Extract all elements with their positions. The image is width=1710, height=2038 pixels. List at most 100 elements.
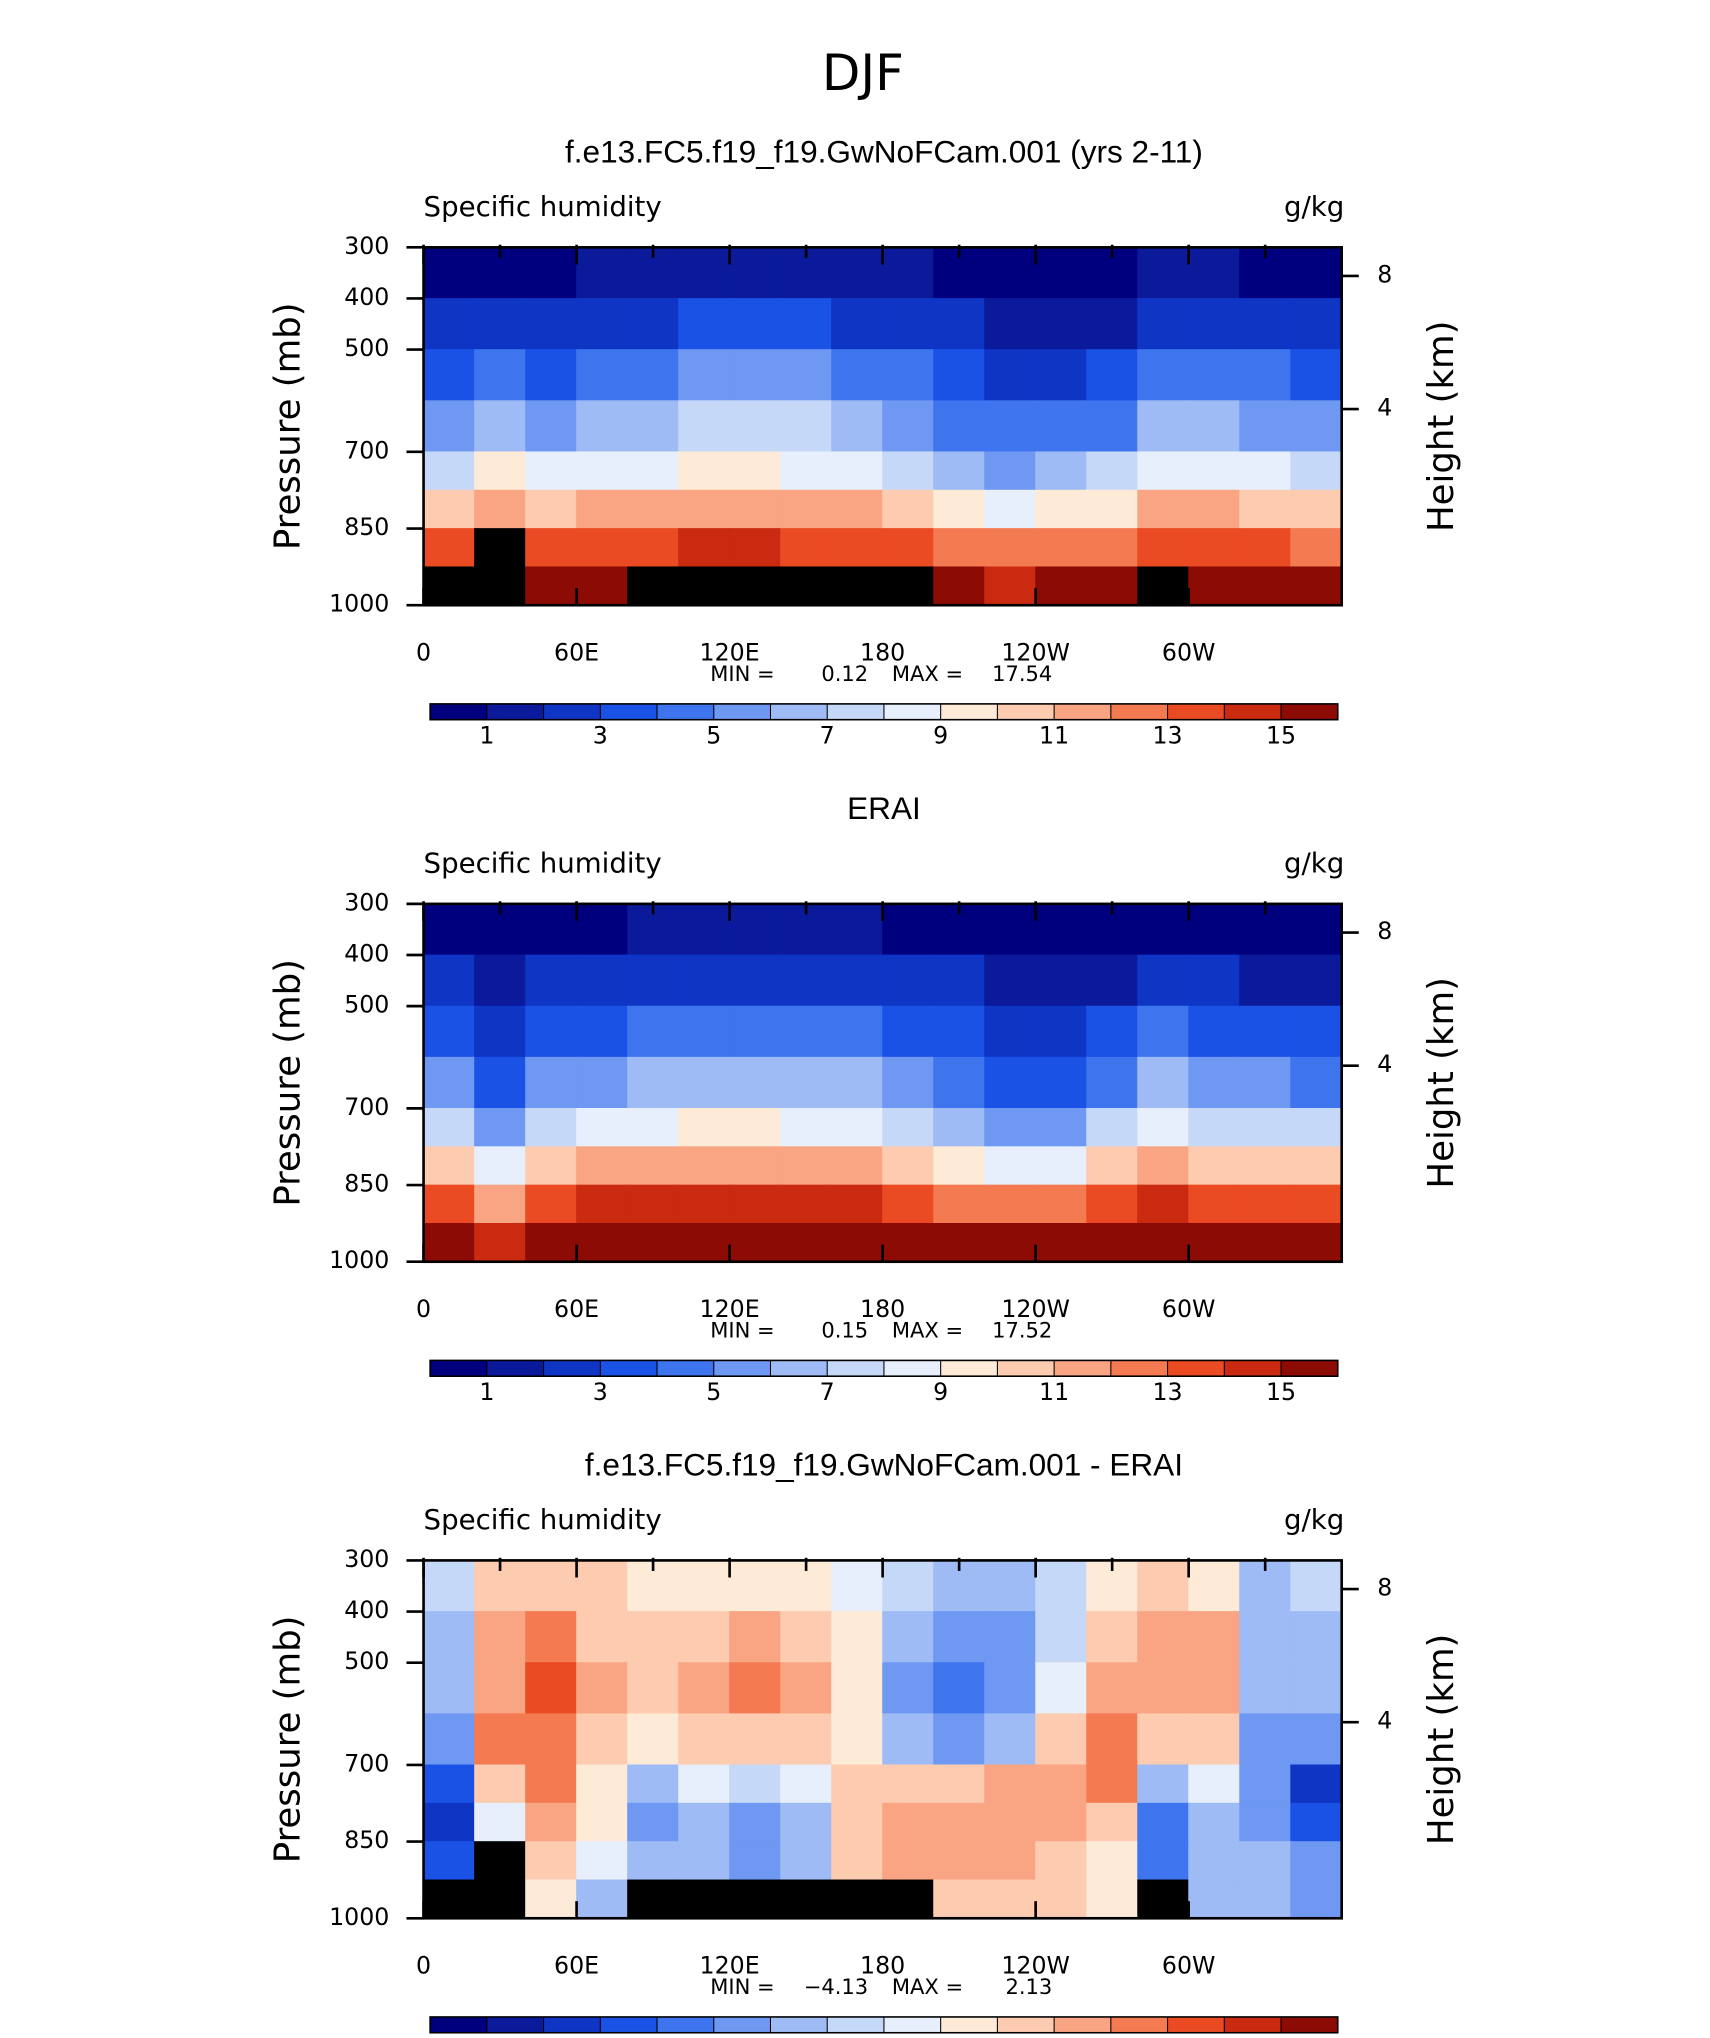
field-cell [1188,1184,1241,1224]
field-cell [423,451,475,491]
field-cell [678,566,730,606]
field-cell [678,489,730,529]
field-cell [1137,1802,1190,1842]
field-cell [780,1146,833,1186]
field-cell [729,1802,782,1842]
field-cell [1290,528,1343,568]
field-cell [1239,1662,1292,1715]
field-cell [1086,1056,1139,1109]
field-cell [423,1879,475,1919]
field-cell [1188,246,1241,299]
field-cell [831,400,884,453]
field-cell [1137,489,1190,529]
x-tick-label: 0 [416,1295,431,1323]
y-tick-label: 850 [344,1170,389,1198]
field-cell [1188,1713,1241,1766]
field-cell [729,528,782,568]
field-cell [627,1662,679,1715]
colorbar-box [1110,2016,1168,2033]
colorbar-box [997,1360,1055,1377]
field-cell [474,566,526,606]
field-cell [474,1184,526,1224]
colorbar-box [600,1360,658,1377]
field-cell [1239,1005,1292,1058]
colorbar-box [600,2016,658,2033]
field-cell [1137,1879,1190,1919]
colorbar-box [430,1360,487,1377]
field-cell [780,1107,833,1148]
field-cell [882,566,935,606]
figure-title: DJF [822,44,904,102]
colorbar-box [486,703,544,720]
colorbar-box [1110,1360,1168,1377]
field-cell [627,528,679,568]
panel-title: ERAI [847,790,921,826]
colorbar-box [486,2016,544,2033]
field-cell [780,1056,833,1109]
field-cell [831,1841,884,1881]
colorbar-label: 11 [1039,721,1069,749]
field-cell [1239,1841,1292,1881]
field-cell [1239,1056,1292,1109]
colorbar-label: 3 [593,721,608,749]
field-cell [1188,1005,1241,1058]
field-cell [729,489,782,529]
field-cell [423,1146,475,1186]
field-cell [933,566,986,606]
field-cell [678,1841,730,1881]
field-cell [933,1107,986,1148]
colorbar-box [997,2016,1055,2033]
field-cell [933,400,986,453]
y-tick-label: 1000 [329,1246,389,1274]
colorbar-label: 15 [1266,1378,1296,1406]
field-cell [678,298,730,350]
field-cell [882,1184,935,1224]
field-cell [423,1662,475,1715]
field-cell [1290,1713,1343,1766]
field-cell [882,528,935,568]
colorbar-label: 7 [820,1378,835,1406]
field-cell [474,298,526,350]
field-cell [1086,1184,1139,1224]
y-tick-label: 400 [344,1596,389,1624]
field-cell [729,1879,782,1919]
y-tick-label: 500 [344,334,389,362]
field-cell [831,1223,884,1263]
field-cell [1137,566,1190,606]
x-tick-label: 120W [1001,1951,1070,1979]
colorbar-label: 0 [876,2034,891,2038]
field-cell [525,246,577,299]
y-axis-label: Pressure (mb) [267,302,308,550]
field-cell [1086,1764,1139,1804]
field-cell [1137,1662,1190,1715]
field-cell [831,528,884,568]
field-cell [984,246,1037,299]
field-cell [1290,489,1343,529]
field-cell [729,1662,782,1715]
field-cell [984,566,1037,606]
colorbar-box [770,2016,828,2033]
field-cell [1035,1056,1088,1109]
field-cell [423,400,475,453]
field-cell [831,1107,884,1148]
field-cell [831,451,884,491]
field-cell [576,1802,628,1842]
colorbar-box [1054,1360,1111,1377]
field-cell [780,1841,833,1881]
field-cell [1239,1879,1292,1919]
field-cell [1086,451,1139,491]
field-cell [423,1802,475,1842]
field-cell [627,1146,679,1186]
field-cell [933,954,986,1007]
x-tick-label: 0 [416,1951,431,1979]
field-cell [882,954,935,1007]
field-cell [1137,1056,1190,1109]
stat-label: MIN = [710,1974,774,1999]
field-cell [678,1611,730,1664]
field-cell [474,954,526,1007]
field-cell [1239,954,1292,1007]
field-cell [1188,1764,1241,1804]
field-cell [525,1841,577,1881]
field-cell [984,1802,1037,1842]
field-cell [729,349,782,402]
